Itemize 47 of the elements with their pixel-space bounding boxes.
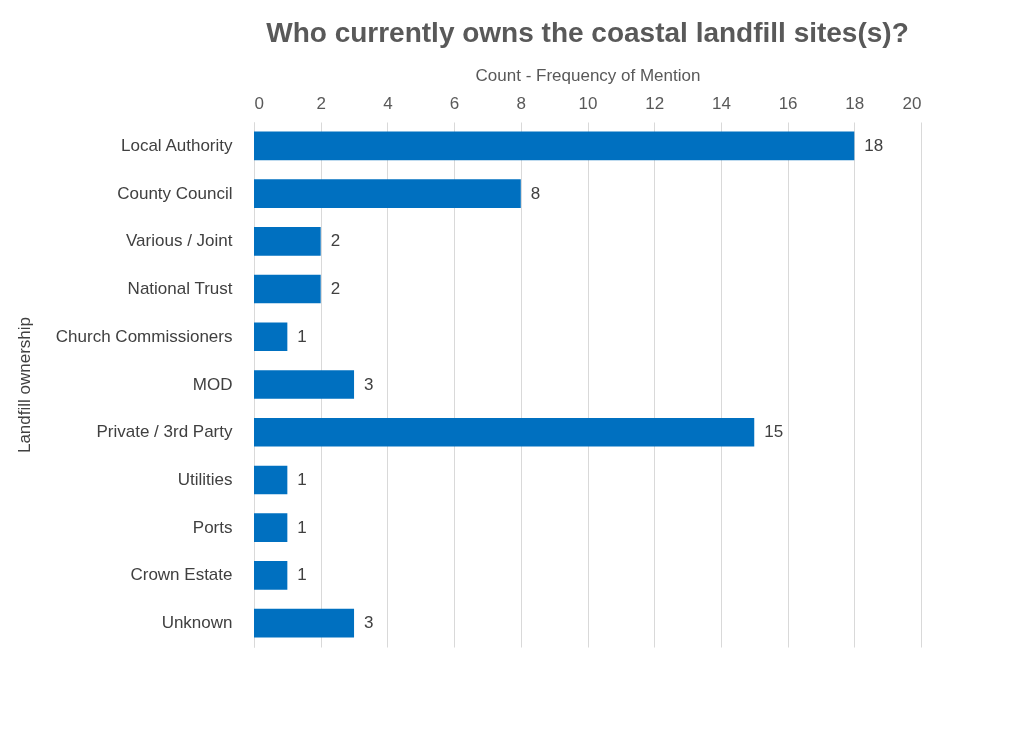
x-tick-label: 8 — [516, 93, 527, 113]
y-tick-label: Various / Joint — [126, 231, 233, 251]
x-tick-label: 6 — [449, 93, 460, 113]
data-label: 18 — [864, 135, 884, 155]
data-label: 15 — [764, 422, 784, 442]
x-tick-label: 20 — [902, 93, 922, 113]
y-tick-label: County Council — [117, 183, 233, 203]
bar — [254, 513, 288, 542]
bar — [254, 465, 288, 495]
data-label: 1 — [297, 517, 307, 537]
y-tick-label: Local Authority — [120, 135, 233, 155]
x-tick-label: 14 — [711, 93, 731, 113]
data-label: 1 — [297, 326, 307, 346]
data-label: 3 — [364, 374, 374, 394]
data-label: 3 — [364, 613, 374, 633]
y-tick-label: Private / 3rd Party — [96, 422, 233, 442]
x-tick-label: 10 — [578, 93, 598, 113]
chart-title: Who currently owns the coastal landfill sites(s)? — [266, 17, 909, 48]
y-tick-label: National Trust — [127, 279, 233, 299]
x-tick-label: 18 — [845, 93, 865, 113]
bar — [254, 370, 355, 399]
bar — [254, 417, 755, 447]
x-tick-label: 4 — [383, 93, 393, 113]
y-tick-label: Unknown — [161, 613, 233, 633]
y-tick-label: Church Commissioners — [55, 326, 233, 346]
data-label: 2 — [330, 231, 341, 251]
data-label: 1 — [297, 565, 307, 585]
x-tick-label: 16 — [778, 93, 798, 113]
y-tick-label: MOD — [192, 374, 233, 394]
x-tick-label: 2 — [316, 93, 326, 113]
y-axis-title: Landfill ownership — [14, 316, 34, 454]
data-label: 2 — [330, 279, 341, 299]
bar — [254, 179, 521, 208]
bar — [254, 322, 288, 352]
bar — [254, 561, 288, 590]
x-tick-label: 12 — [645, 93, 665, 113]
x-tick-label: 0 — [254, 93, 264, 113]
bar — [254, 274, 321, 304]
bar — [254, 131, 855, 161]
data-label: 8 — [530, 183, 541, 203]
y-tick-label: Ports — [192, 517, 233, 537]
x-axis-title: Count - Frequency of Mention — [475, 65, 701, 85]
data-label: 1 — [297, 469, 307, 489]
bar — [254, 227, 321, 256]
bar — [254, 608, 355, 638]
y-tick-label: Crown Estate — [130, 565, 233, 585]
y-tick-label: Utilities — [177, 469, 233, 489]
